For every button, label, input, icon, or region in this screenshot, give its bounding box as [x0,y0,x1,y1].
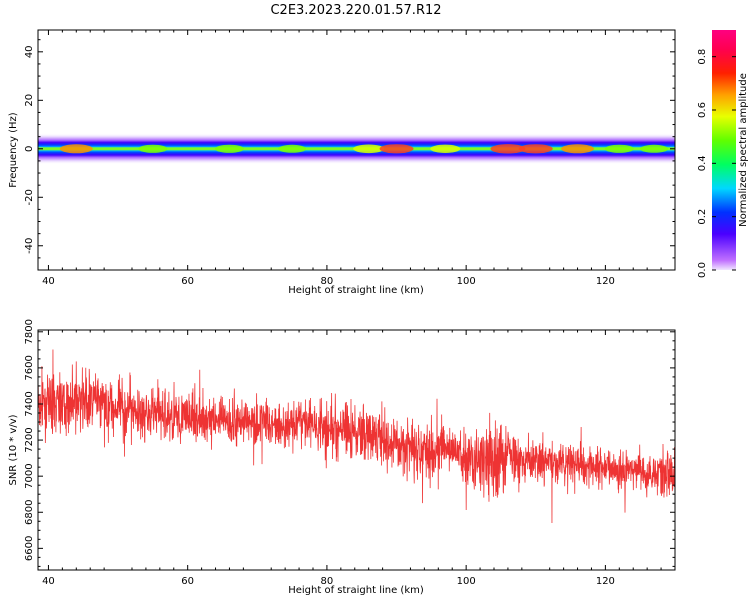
y-tick-label: -40 [24,238,35,254]
y-tick-label: 7600 [24,355,35,380]
spectrogram-peak [430,144,461,153]
x-tick-label: 60 [181,276,194,287]
spectrogram-peak [490,144,526,154]
y-tick-label: 20 [24,94,35,107]
colorbar-gradient [712,30,736,270]
spectrogram-peak [138,144,168,153]
spectrogram-peak [214,144,244,153]
colorbar-tick-label: 0.6 [697,102,708,118]
snr-series-line [38,349,675,524]
spectrogram-panel: 40 60 80 100 120 -40 -20 0 20 40 Height of strai… [8,29,676,296]
snr-x-axis-label: Height of straight line (km) [288,585,424,596]
colorbar-ticks: 0.0 0.2 0.4 0.6 0.8 [697,49,736,278]
x-tick-label: 80 [321,576,334,587]
colorbar: 0.0 0.2 0.4 0.6 0.8 Normalized spectral ampl… [697,30,749,278]
spectrogram-peak [278,144,307,153]
x-tick-label: 40 [42,276,55,287]
snr-panel: 40 60 80 100 120 6600 6800 7000 7200 7400 7600 780… [8,319,676,596]
x-tick-label: 80 [321,276,334,287]
spectrogram-y-ticks: -40 -20 0 20 40 [24,39,675,271]
snr-y-ticks: 6600 6800 7000 7200 7400 7600 7800 [24,319,675,567]
spectrogram-peak [59,144,93,154]
x-tick-label: 60 [181,576,194,587]
x-tick-label: 120 [596,276,615,287]
colorbar-label: Normalized spectral amplitude [738,73,749,227]
y-tick-label: 6600 [24,536,35,561]
spectrogram-peak [379,144,414,154]
snr-x-ticks: 40 60 80 100 120 [42,330,662,587]
y-tick-label: 7200 [24,427,35,452]
snr-y-axis-label: SNR (10 * v/v) [8,414,19,485]
x-tick-label: 120 [596,576,615,587]
colorbar-tick-label: 0.4 [697,155,708,171]
spectrogram-peak [640,144,669,153]
y-tick-label: 40 [24,45,35,58]
spectrogram-peak [604,144,634,153]
spectrogram-heatmap [38,133,675,165]
snr-frame [37,329,676,571]
y-tick-label: 7000 [24,463,35,488]
y-tick-label: 7800 [24,319,35,344]
spectrogram-x-axis-label: Height of straight line (km) [288,285,424,296]
y-tick-label: 6800 [24,500,35,525]
colorbar-tick-label: 0.8 [697,49,708,65]
spectrogram-frame [37,29,676,271]
spectrogram-peak [561,144,595,154]
y-tick-label: 0 [24,146,35,152]
spectrogram-x-ticks: 40 60 80 100 120 [42,30,662,287]
figure-title: C2E3.2023.220.01.57.R12 [270,3,441,18]
spectrogram-peak [353,144,385,154]
x-tick-label: 40 [42,576,55,587]
y-tick-label: -20 [24,189,35,205]
colorbar-tick-label: 0.0 [697,262,708,278]
x-tick-label: 100 [457,276,476,287]
y-tick-label: 7400 [24,391,35,416]
spectrogram-peak [518,144,553,154]
spectrogram-y-axis-label: Frequency (Hz) [8,112,19,188]
colorbar-tick-label: 0.2 [697,209,708,225]
x-tick-label: 100 [457,576,476,587]
